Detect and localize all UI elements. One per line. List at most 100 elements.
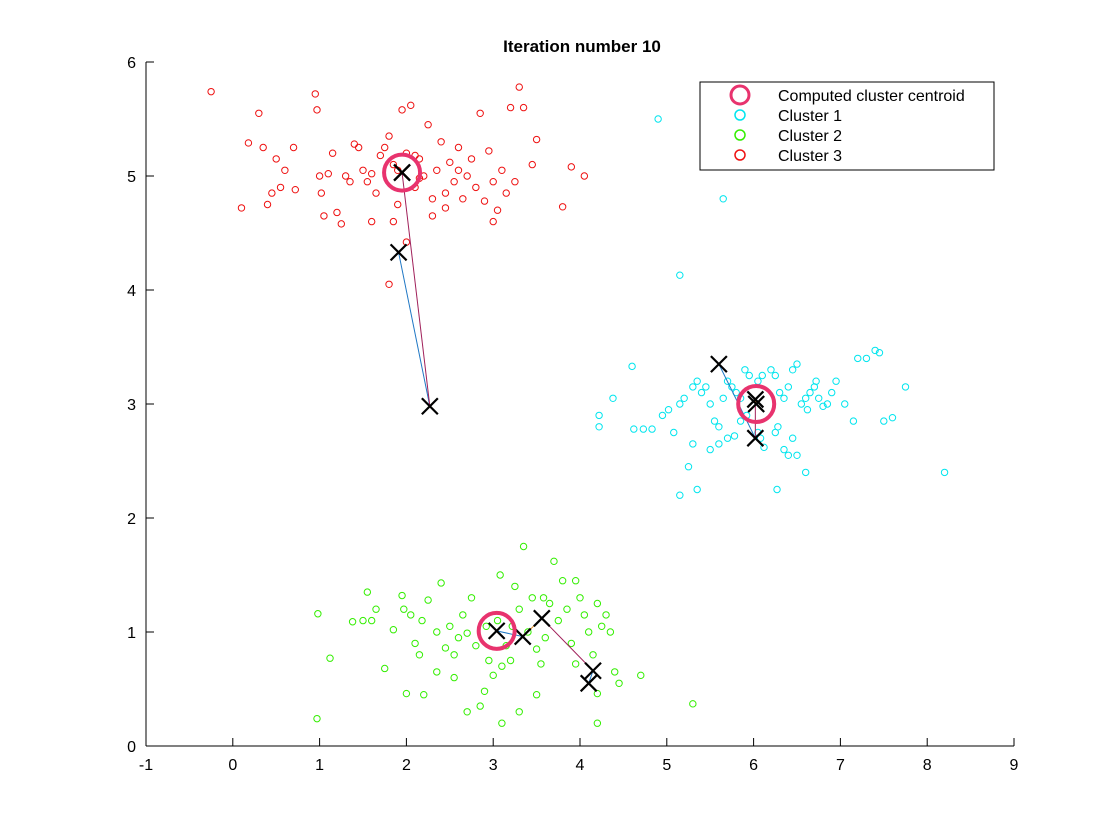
cluster-3-point [485, 147, 493, 155]
cluster-3-point [311, 90, 319, 98]
cluster-2-point [567, 639, 576, 648]
legend: Computed cluster centroid Cluster 1 Clus… [699, 81, 995, 171]
cluster-2-point [476, 702, 484, 710]
cluster-3-point [450, 178, 458, 186]
cluster-1-point [723, 434, 732, 442]
cluster-3-point [463, 172, 471, 180]
cluster-2-point [326, 654, 334, 662]
cluster-2-point [611, 668, 619, 676]
cluster-1-point [758, 371, 766, 380]
cluster-3-point [558, 203, 567, 211]
cluster-2-point [589, 651, 597, 659]
centroid-history-layer [389, 163, 765, 693]
cluster-1-point [706, 445, 714, 454]
cluster-2-point [472, 641, 480, 650]
cluster-3-point [394, 200, 402, 209]
cluster-1-point [801, 394, 810, 402]
y-tick-label: 5 [127, 169, 136, 186]
centroid-history-marker [710, 355, 728, 373]
cluster-1-point [756, 434, 765, 442]
cluster-3-point [459, 195, 467, 203]
cluster-1-point [880, 417, 888, 425]
cluster-2-point [489, 671, 497, 680]
y-tick-label: 3 [127, 397, 136, 414]
cluster-2-point [571, 577, 580, 585]
cluster-1-point [719, 195, 727, 203]
cluster-3-point [372, 189, 380, 197]
cluster-1-point [658, 411, 667, 420]
centroid-history-marker [487, 622, 506, 640]
cluster-2-point [348, 618, 357, 626]
cluster-1-point [702, 383, 710, 391]
cluster-1-point [819, 402, 827, 410]
cluster-1-point [689, 440, 697, 448]
cluster-1-point [595, 423, 603, 431]
computed-cluster-centroid [736, 384, 777, 424]
cluster-2-point [593, 719, 602, 727]
cluster-2-point [446, 622, 454, 630]
x-tick-label: 6 [749, 757, 758, 774]
cluster-3-point [515, 83, 523, 91]
cluster-3-point [276, 183, 285, 192]
cluster-1-point [741, 366, 749, 374]
cluster-2-point [480, 687, 489, 695]
cluster-2-point [415, 651, 424, 659]
cluster-2-point [463, 629, 471, 637]
cluster-1-point [630, 425, 638, 433]
cluster-3-point [398, 106, 406, 114]
cluster-2-point [550, 557, 558, 566]
cluster-1-point [723, 377, 732, 385]
cluster-3-point [567, 163, 576, 171]
cluster-3-point [467, 155, 476, 163]
cluster-2-point [493, 616, 502, 625]
cluster-1-point [806, 388, 814, 397]
cluster-2-point [515, 605, 523, 613]
cluster-2-point [689, 700, 697, 708]
cluster-3-point [259, 143, 267, 152]
centroid-history-marker [389, 243, 408, 262]
x-tick-label: 8 [923, 757, 932, 774]
cluster-1-point [689, 383, 697, 391]
cluster-3-point [281, 166, 289, 175]
legend-label-cluster-2: Cluster 2 [778, 128, 842, 145]
cluster-3-point [317, 189, 326, 197]
cluster-2-point [571, 660, 580, 668]
cluster-1-point [788, 366, 797, 374]
cluster-3-point [407, 101, 415, 110]
centroid-layer [382, 152, 777, 651]
cluster-1-point [875, 349, 884, 357]
cluster-1-point [797, 400, 806, 408]
cluster-2-point [576, 594, 584, 602]
cluster-2-point [584, 628, 593, 636]
cluster-2-point [498, 662, 506, 670]
cluster-1-point [775, 388, 784, 397]
cluster-3-point [519, 103, 528, 112]
cluster-2-point [359, 616, 367, 625]
cluster-1-point [823, 400, 832, 408]
cluster-1-point [706, 400, 714, 408]
cluster-2-point [454, 634, 463, 642]
cluster-3-point [441, 189, 450, 197]
cluster-1-point [693, 485, 701, 494]
cluster-1-point [676, 271, 684, 279]
cluster-3-point [580, 172, 589, 180]
cluster-2-point [372, 605, 380, 613]
cluster-3-point [289, 143, 298, 152]
cluster-1-point [710, 417, 719, 425]
cluster-3-point [389, 217, 398, 226]
centroid-history-marker [393, 163, 411, 182]
cluster-3-point [424, 121, 432, 129]
centroid-history-marker [579, 674, 598, 693]
cluster-3-point [476, 109, 484, 118]
cluster-1-point [771, 371, 779, 380]
cluster-3-point [376, 151, 385, 160]
cluster-3-point [333, 208, 341, 217]
cluster-3-point [381, 143, 389, 152]
cluster-1-point [793, 360, 801, 368]
cluster-3-point [437, 138, 445, 146]
cluster-1-point [639, 425, 648, 433]
computed-cluster-centroid [476, 610, 517, 651]
cluster-3-point [454, 143, 463, 152]
cluster-2-point [420, 691, 428, 699]
